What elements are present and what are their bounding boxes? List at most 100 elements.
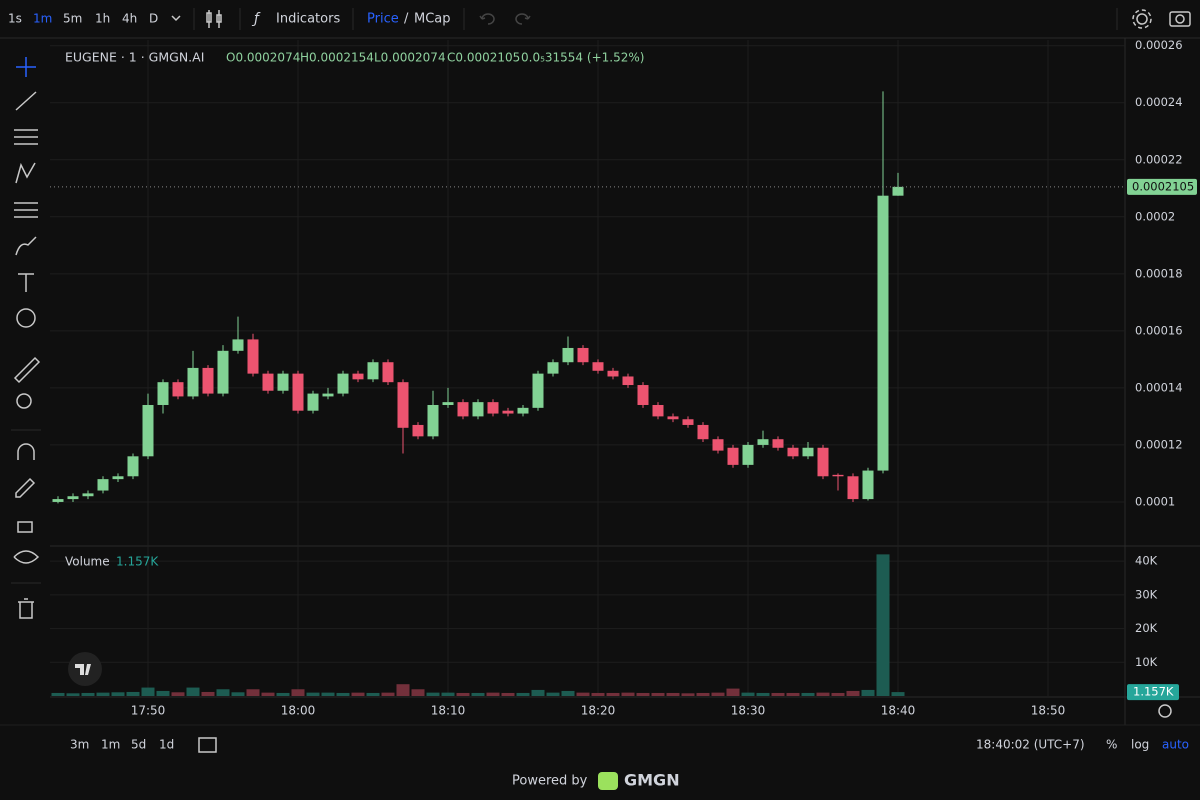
y-tick-label: 0.00012 — [1135, 437, 1183, 451]
fx-icon[interactable]: ƒ — [251, 11, 261, 27]
candle-body — [637, 385, 649, 405]
y2-tick-label: 10K — [1135, 655, 1158, 669]
emoji-tool[interactable] — [16, 308, 36, 328]
crosshair-tool[interactable] — [16, 57, 36, 77]
text-tool[interactable] — [18, 273, 34, 292]
x-tick-label: 17:50 — [131, 704, 166, 718]
percent-toggle[interactable]: % — [1106, 738, 1117, 752]
camera-icon[interactable] — [1169, 11, 1191, 27]
candle-body — [412, 424, 424, 437]
settings-icon[interactable] — [1136, 13, 1148, 25]
date-range-icon[interactable] — [198, 737, 217, 753]
candle-body — [67, 496, 79, 500]
range-button[interactable]: 5d — [131, 738, 146, 752]
y-tick-label: 0.0002 — [1135, 209, 1175, 223]
interval[interactable]: D — [149, 12, 158, 26]
candle-body — [847, 476, 859, 500]
candle-body — [877, 195, 889, 471]
interval[interactable]: 1h — [95, 12, 110, 26]
candle-body — [787, 447, 799, 457]
price-toggle[interactable]: Price — [367, 12, 399, 27]
candle-body — [307, 393, 319, 411]
interval[interactable]: 5m — [63, 12, 82, 26]
candle-icon[interactable] — [206, 10, 222, 28]
volume-legend-value: 1.157K — [116, 555, 159, 569]
zoom-tool[interactable] — [16, 393, 32, 409]
candle-body — [202, 367, 214, 394]
camera-icon[interactable] — [1175, 14, 1185, 24]
x-tick-label: 18:10 — [431, 704, 466, 718]
candle-body — [757, 439, 769, 445]
clock: 18:40:02 (UTC+7) — [976, 738, 1085, 752]
candle-body — [772, 439, 784, 448]
candle-body — [127, 456, 139, 477]
settings-icon[interactable] — [1132, 9, 1152, 29]
candle-body — [697, 424, 709, 440]
forecast-tool[interactable] — [14, 202, 38, 218]
candle-body — [397, 382, 409, 428]
candle-body — [652, 404, 664, 417]
candle-body — [592, 362, 604, 371]
candle-body — [382, 362, 394, 383]
y-tick-label: 0.0001 — [1135, 494, 1175, 508]
dropdown-icon[interactable] — [171, 15, 181, 22]
redo-icon[interactable] — [515, 13, 531, 25]
candle-body — [742, 444, 754, 465]
separator: / — [404, 12, 409, 27]
pattern-tool[interactable] — [15, 162, 36, 184]
candle-body — [142, 404, 154, 457]
interval[interactable]: 1m — [33, 12, 52, 26]
line-tool[interactable] — [15, 91, 37, 111]
candle-body — [232, 339, 244, 351]
candle-body — [832, 474, 844, 477]
brand-name: GMGN — [624, 771, 680, 790]
candle-body — [187, 367, 199, 397]
candle-body — [667, 416, 679, 420]
candle-body — [892, 186, 904, 196]
delete-tool[interactable] — [18, 598, 34, 619]
top-toolbar: 1s 1m 5m 1h 4h D ƒ Indicators Price / MC… — [8, 8, 1191, 30]
candle-body — [277, 373, 289, 391]
undo-icon[interactable] — [479, 13, 495, 25]
candle-body — [172, 382, 184, 397]
lock-draw-tool[interactable] — [15, 477, 36, 498]
ruler-tool[interactable] — [13, 356, 41, 384]
candle-body — [352, 373, 364, 380]
left-toolbar — [11, 57, 41, 619]
interval[interactable]: 1s — [8, 12, 22, 26]
last-volume-label: 1.157K — [1133, 685, 1174, 699]
indicators-button[interactable]: Indicators — [276, 12, 340, 27]
auto-toggle[interactable]: auto — [1162, 738, 1189, 752]
magnet-tool[interactable] — [17, 443, 35, 460]
plot: 17:50 18:00 18:10 18:20 18:30 18:40 18:50 0.000… — [50, 38, 1197, 718]
tv-logo[interactable] — [68, 652, 102, 686]
range-button[interactable]: 1m — [101, 738, 120, 752]
candle-body — [97, 479, 109, 491]
candle-body — [262, 373, 274, 391]
log-toggle[interactable]: log — [1131, 738, 1149, 752]
candle-body — [247, 339, 259, 374]
fib-tool[interactable] — [14, 129, 38, 145]
candle-body — [547, 362, 559, 374]
ohlc-legend: H0.0002154 — [300, 51, 374, 65]
candle-body — [562, 347, 574, 363]
range-button[interactable]: 3m — [70, 738, 89, 752]
y-tick-label: 0.00014 — [1135, 380, 1183, 394]
range-button[interactable]: 1d — [159, 738, 174, 752]
candle-body — [532, 373, 544, 408]
last-price-badge — [1127, 178, 1197, 195]
lock-tool[interactable] — [17, 521, 33, 533]
y2-tick-label: 20K — [1135, 621, 1158, 635]
brush-tool[interactable] — [15, 236, 37, 256]
candle-body — [517, 407, 529, 414]
symbol-title: EUGENE · 1 · GMGN.AI — [65, 50, 204, 65]
candle-body — [337, 373, 349, 394]
interval[interactable]: 4h — [122, 12, 137, 26]
tv-logo[interactable] — [75, 664, 91, 675]
mcap-toggle[interactable]: MCap — [414, 12, 451, 27]
x-tick-label: 18:00 — [281, 704, 316, 718]
visibility-tool[interactable] — [13, 550, 40, 564]
axis-settings-icon[interactable] — [1158, 704, 1172, 718]
